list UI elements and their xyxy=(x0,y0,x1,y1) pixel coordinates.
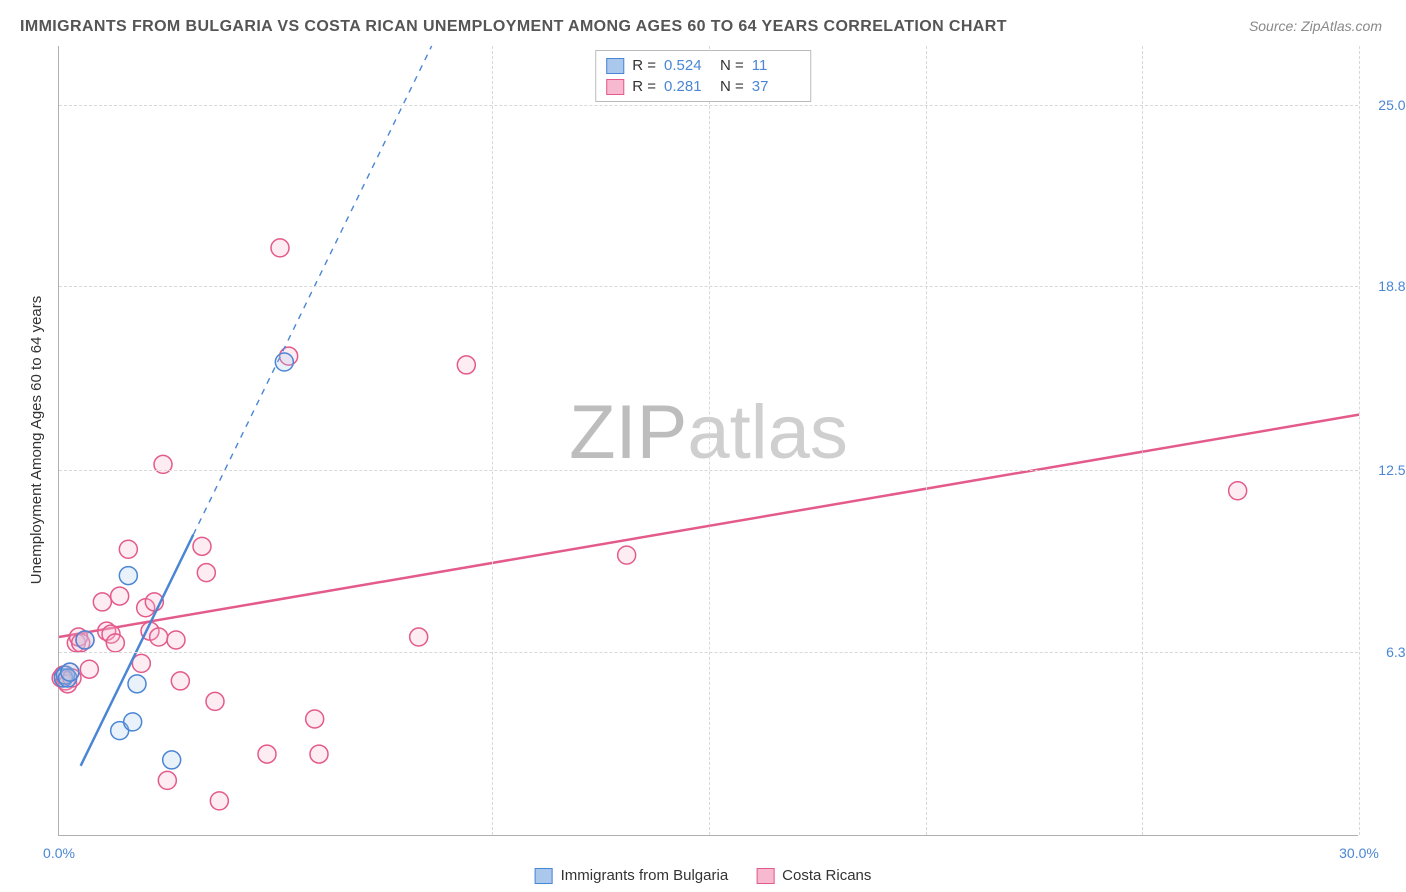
legend-swatch xyxy=(606,79,624,95)
gridline-vertical xyxy=(926,46,927,835)
data-point xyxy=(128,675,146,693)
y-tick-label: 12.5% xyxy=(1362,462,1406,478)
data-point xyxy=(197,564,215,582)
data-point xyxy=(106,634,124,652)
data-point xyxy=(271,239,289,257)
y-tick-label: 6.3% xyxy=(1362,644,1406,660)
x-tick-label: 0.0% xyxy=(43,845,75,861)
data-point xyxy=(93,593,111,611)
legend-r-value: 0.281 xyxy=(664,78,712,95)
data-point xyxy=(210,792,228,810)
legend-row: R = 0.524N = 11 xyxy=(606,55,800,76)
y-tick-label: 18.8% xyxy=(1362,278,1406,294)
data-point xyxy=(61,663,79,681)
data-point xyxy=(258,745,276,763)
legend-r-value: 0.524 xyxy=(664,57,712,74)
data-point xyxy=(206,692,224,710)
legend-swatch xyxy=(756,868,774,884)
x-tick-label: 30.0% xyxy=(1339,845,1379,861)
data-point xyxy=(171,672,189,690)
data-point xyxy=(1229,482,1247,500)
gridline-vertical xyxy=(709,46,710,835)
data-point xyxy=(119,540,137,558)
data-point xyxy=(111,587,129,605)
data-point xyxy=(457,356,475,374)
y-tick-label: 25.0% xyxy=(1362,97,1406,113)
legend-n-value: 37 xyxy=(752,78,800,95)
legend-label: Immigrants from Bulgaria xyxy=(561,867,729,884)
plot-area: ZIPatlas 6.3%12.5%18.8%25.0%0.0%30.0% xyxy=(58,46,1358,836)
trend-line xyxy=(81,535,194,766)
legend-swatch xyxy=(606,58,624,74)
trend-line-dashed xyxy=(193,46,431,535)
gridline-vertical xyxy=(492,46,493,835)
y-axis-label: Unemployment Among Ages 60 to 64 years xyxy=(28,296,45,585)
data-point xyxy=(310,745,328,763)
legend-item: Immigrants from Bulgaria xyxy=(535,867,729,884)
chart-container: IMMIGRANTS FROM BULGARIA VS COSTA RICAN … xyxy=(0,0,1406,892)
data-point xyxy=(124,713,142,731)
data-point xyxy=(76,631,94,649)
data-point xyxy=(306,710,324,728)
legend-item: Costa Ricans xyxy=(756,867,871,884)
legend-row: R = 0.281N = 37 xyxy=(606,76,800,97)
data-point xyxy=(80,660,98,678)
data-point xyxy=(119,567,137,585)
legend-n-value: 11 xyxy=(752,57,800,74)
data-point xyxy=(167,631,185,649)
data-point xyxy=(158,771,176,789)
gridline-vertical xyxy=(1359,46,1360,835)
data-point xyxy=(193,537,211,555)
gridline-vertical xyxy=(1142,46,1143,835)
source-attribution: Source: ZipAtlas.com xyxy=(1249,18,1382,34)
legend-swatch xyxy=(535,868,553,884)
chart-title: IMMIGRANTS FROM BULGARIA VS COSTA RICAN … xyxy=(20,18,1007,36)
data-point xyxy=(410,628,428,646)
data-point xyxy=(275,353,293,371)
data-point xyxy=(150,628,168,646)
data-point xyxy=(618,546,636,564)
data-point xyxy=(163,751,181,769)
legend-label: Costa Ricans xyxy=(782,867,871,884)
correlation-legend: R = 0.524N = 11R = 0.281N = 37 xyxy=(595,50,811,102)
series-legend: Immigrants from Bulgaria Costa Ricans xyxy=(535,867,872,884)
